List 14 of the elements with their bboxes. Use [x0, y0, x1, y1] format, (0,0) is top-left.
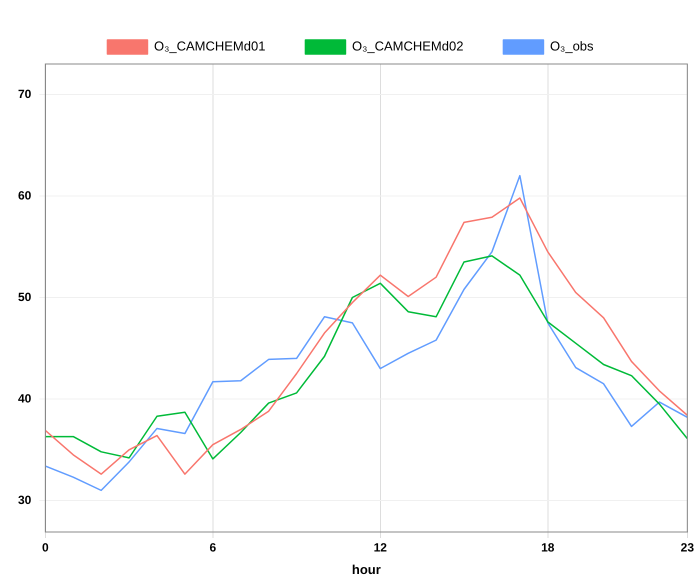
x-tick-label: 0 — [42, 540, 50, 555]
x-tick-label: 23 — [680, 540, 694, 555]
y-tick-label: 70 — [18, 86, 32, 101]
y-tick-label: 50 — [18, 290, 32, 304]
y-tick-label: 30 — [18, 492, 32, 507]
y-tick-label: 40 — [18, 391, 32, 406]
legend-label: O₃_obs — [550, 38, 594, 54]
x-axis-title: hour — [352, 562, 381, 577]
x-tick-label: 12 — [374, 540, 388, 555]
x-tick-label: 18 — [541, 540, 555, 555]
x-tick-label: 6 — [209, 540, 216, 555]
legend-label: O₃_CAMCHEMd01 — [154, 38, 266, 54]
legend-label: O₃_CAMCHEMd02 — [352, 38, 464, 54]
y-tick-label: 60 — [18, 188, 32, 202]
